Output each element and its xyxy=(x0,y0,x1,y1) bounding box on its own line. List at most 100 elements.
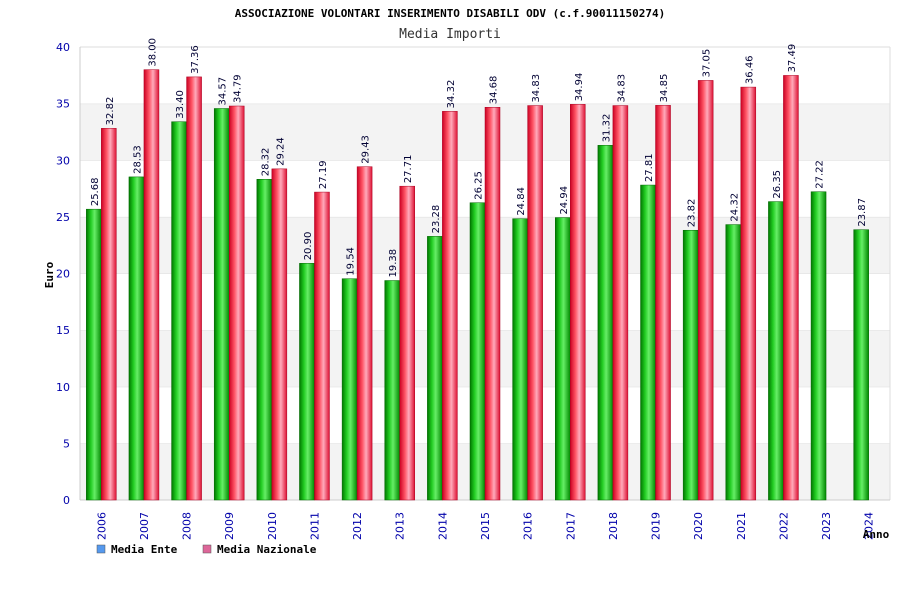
value-label: 27.19 xyxy=(318,160,329,189)
value-label: 24.94 xyxy=(559,186,570,215)
bar-media-ente-2021 xyxy=(725,224,742,501)
chart-subtitle: Media Importi xyxy=(399,27,501,42)
bar-media-nazionale-2014 xyxy=(442,111,458,501)
bar-media-ente-2015 xyxy=(469,202,486,501)
legend-swatch xyxy=(202,544,212,554)
bar-media-ente-2014 xyxy=(427,236,443,501)
value-label: 34.68 xyxy=(489,76,500,105)
value-label: 34.83 xyxy=(616,74,627,103)
value-label: 28.32 xyxy=(260,148,271,177)
y-tick-label: 15 xyxy=(56,324,70,337)
value-label: 26.25 xyxy=(474,171,485,200)
y-tick-label: 10 xyxy=(56,381,70,394)
bar-media-ente-2009 xyxy=(213,108,230,501)
value-label: 34.57 xyxy=(218,77,229,106)
bar-media-ente-2019 xyxy=(640,184,656,501)
value-label: 37.49 xyxy=(787,44,798,73)
bar-media-ente-2011 xyxy=(299,263,315,501)
legend-swatch xyxy=(96,544,106,554)
x-tick-label: 2016 xyxy=(522,512,535,540)
bar-media-ente-2006 xyxy=(86,208,102,501)
y-tick-label: 0 xyxy=(63,494,70,507)
chart-title: ASSOCIAZIONE VOLONTARI INSERIMENTO DISAB… xyxy=(235,7,665,20)
x-tick-label: 2022 xyxy=(777,512,790,540)
value-label: 27.22 xyxy=(815,160,826,189)
y-tick-label: 40 xyxy=(56,41,70,54)
value-label: 34.32 xyxy=(446,80,457,109)
bar-media-ente-2024 xyxy=(853,229,869,501)
bar-media-ente-2020 xyxy=(682,229,699,501)
x-tick-label: 2018 xyxy=(607,512,620,540)
bar-media-nazionale-2021 xyxy=(740,86,757,501)
value-label: 31.32 xyxy=(601,114,612,143)
value-label: 26.35 xyxy=(772,170,783,199)
bar-media-ente-2017 xyxy=(555,217,571,501)
value-label: 24.84 xyxy=(516,187,527,216)
bar-media-nazionale-2020 xyxy=(697,80,714,501)
bar-media-nazionale-2011 xyxy=(314,191,330,501)
value-label: 34.94 xyxy=(574,73,585,102)
bar-media-nazionale-2010 xyxy=(271,168,288,501)
y-axis-ticks: 0 5 10 15 20 25 30 35 40 xyxy=(56,41,70,507)
value-label: 25.68 xyxy=(90,178,101,207)
y-tick-label: 20 xyxy=(56,268,70,281)
x-tick-label: 2019 xyxy=(650,512,663,540)
bar-media-ente-2008 xyxy=(171,121,187,501)
legend-entry: Media Nazionale xyxy=(217,543,317,556)
bar-media-ente-2013 xyxy=(384,280,400,501)
bars xyxy=(86,69,869,501)
bar-media-ente-2018 xyxy=(597,145,614,501)
value-label: 23.82 xyxy=(687,199,698,228)
bar-media-nazionale-2009 xyxy=(228,105,245,501)
x-axis-label: Anno xyxy=(863,528,890,541)
bar-media-nazionale-2016 xyxy=(527,105,543,501)
value-label: 38.00 xyxy=(147,38,158,67)
x-tick-label: 2020 xyxy=(692,512,705,540)
bar-media-nazionale-2007 xyxy=(143,69,160,501)
bar-media-nazionale-2008 xyxy=(186,76,202,501)
value-label: 23.87 xyxy=(857,198,868,227)
bar-media-ente-2022 xyxy=(768,201,784,501)
value-label: 37.36 xyxy=(190,45,201,74)
value-label: 23.28 xyxy=(431,205,442,234)
value-label: 34.85 xyxy=(659,74,670,103)
legend: Media Ente Media Nazionale xyxy=(96,543,317,556)
bar-media-ente-2023 xyxy=(810,191,827,501)
value-label: 20.90 xyxy=(303,232,314,261)
x-tick-label: 2023 xyxy=(820,512,833,540)
bar-media-nazionale-2006 xyxy=(101,128,117,501)
bar-media-nazionale-2013 xyxy=(399,185,415,501)
legend-entry: Media Ente xyxy=(111,543,178,556)
bar-media-ente-2016 xyxy=(512,218,528,501)
value-label: 37.05 xyxy=(702,49,713,78)
x-tick-label: 2008 xyxy=(181,512,194,540)
value-label: 29.43 xyxy=(361,135,372,164)
value-label: 24.32 xyxy=(729,193,740,222)
bar-media-ente-2010 xyxy=(256,179,273,501)
x-tick-label: 2021 xyxy=(735,512,748,540)
value-label: 34.83 xyxy=(531,74,542,103)
bar-media-ente-2007 xyxy=(128,176,145,501)
value-label: 29.24 xyxy=(275,137,286,166)
x-tick-label: 2009 xyxy=(223,512,236,540)
value-label: 27.71 xyxy=(403,155,414,184)
x-tick-label: 2017 xyxy=(564,512,577,540)
bar-media-ente-2012 xyxy=(341,278,358,501)
y-tick-label: 30 xyxy=(56,154,70,167)
bar-media-nazionale-2019 xyxy=(655,105,671,501)
value-label: 19.38 xyxy=(388,249,399,278)
y-tick-label: 5 xyxy=(63,437,70,450)
value-labels: 25.68 28.53 33.40 34.57 28.32 20.90 19.54 19.38… xyxy=(90,38,868,278)
x-tick-label: 2007 xyxy=(138,512,151,540)
x-axis-ticks: 2006 2007 2008 2009 2010 2011 2012 2013 2014 2015… xyxy=(95,512,875,540)
x-tick-label: 2010 xyxy=(266,512,279,540)
y-axis-label: Euro xyxy=(43,261,56,288)
value-label: 33.40 xyxy=(175,90,186,119)
x-tick-label: 2012 xyxy=(351,512,364,540)
y-tick-label: 25 xyxy=(56,211,70,224)
value-label: 32.82 xyxy=(105,97,116,126)
value-label: 19.54 xyxy=(346,247,357,276)
x-tick-label: 2013 xyxy=(394,512,407,540)
bar-media-nazionale-2015 xyxy=(484,106,501,501)
